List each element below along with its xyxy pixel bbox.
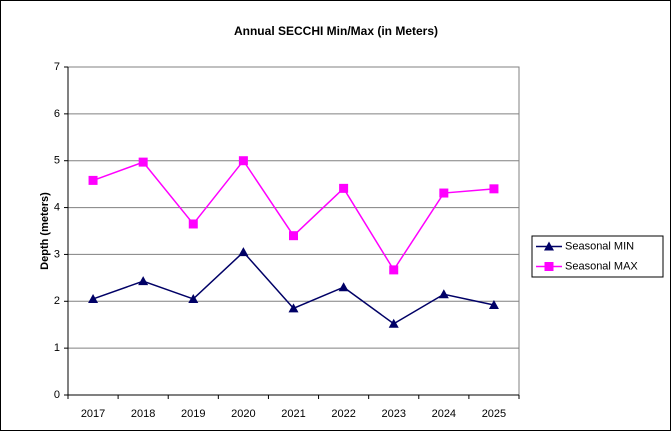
- marker: [489, 184, 499, 194]
- marker: [238, 156, 248, 166]
- x-tick-label: 2020: [231, 408, 255, 420]
- legend-box: [531, 235, 664, 278]
- marker: [88, 293, 99, 303]
- marker: [238, 247, 249, 257]
- legend-label: Seasonal MIN: [565, 240, 634, 252]
- x-tick-label: 2023: [381, 408, 405, 420]
- x-tick-label: 2022: [331, 408, 355, 420]
- marker: [488, 300, 499, 310]
- x-tick-label: 2021: [281, 408, 305, 420]
- marker: [288, 303, 299, 313]
- marker: [389, 265, 399, 275]
- marker: [544, 241, 554, 251]
- y-tick-label: 4: [54, 201, 60, 213]
- legend-label: Seasonal MAX: [565, 260, 638, 272]
- x-tick-label: 2024: [432, 408, 456, 420]
- x-tick-label: 2017: [81, 408, 105, 420]
- y-tick-label: 6: [54, 108, 60, 120]
- marker: [188, 293, 199, 303]
- chart-title: Annual SECCHI Min/Max (in Meters): [234, 24, 438, 38]
- y-tick-label: 5: [54, 155, 60, 167]
- marker: [88, 175, 98, 185]
- marker: [138, 276, 149, 286]
- marker: [188, 219, 198, 229]
- y-axis-label: Depth (meters): [39, 192, 51, 270]
- y-tick-label: 1: [54, 342, 60, 354]
- marker: [338, 282, 349, 292]
- marker: [544, 262, 554, 271]
- x-tick-label: 2025: [482, 408, 506, 420]
- marker: [138, 157, 148, 167]
- y-tick-label: 2: [54, 295, 60, 307]
- x-tick-label: 2019: [181, 408, 205, 420]
- marker: [438, 289, 449, 299]
- marker: [289, 231, 298, 241]
- y-tick-label: 3: [54, 248, 60, 260]
- y-tick-label: 7: [54, 61, 60, 73]
- plot-area: [67, 66, 520, 396]
- marker: [388, 318, 399, 328]
- x-tick-label: 2018: [131, 408, 155, 420]
- marker: [339, 183, 349, 193]
- y-tick-label: 0: [54, 389, 60, 401]
- marker: [439, 188, 449, 198]
